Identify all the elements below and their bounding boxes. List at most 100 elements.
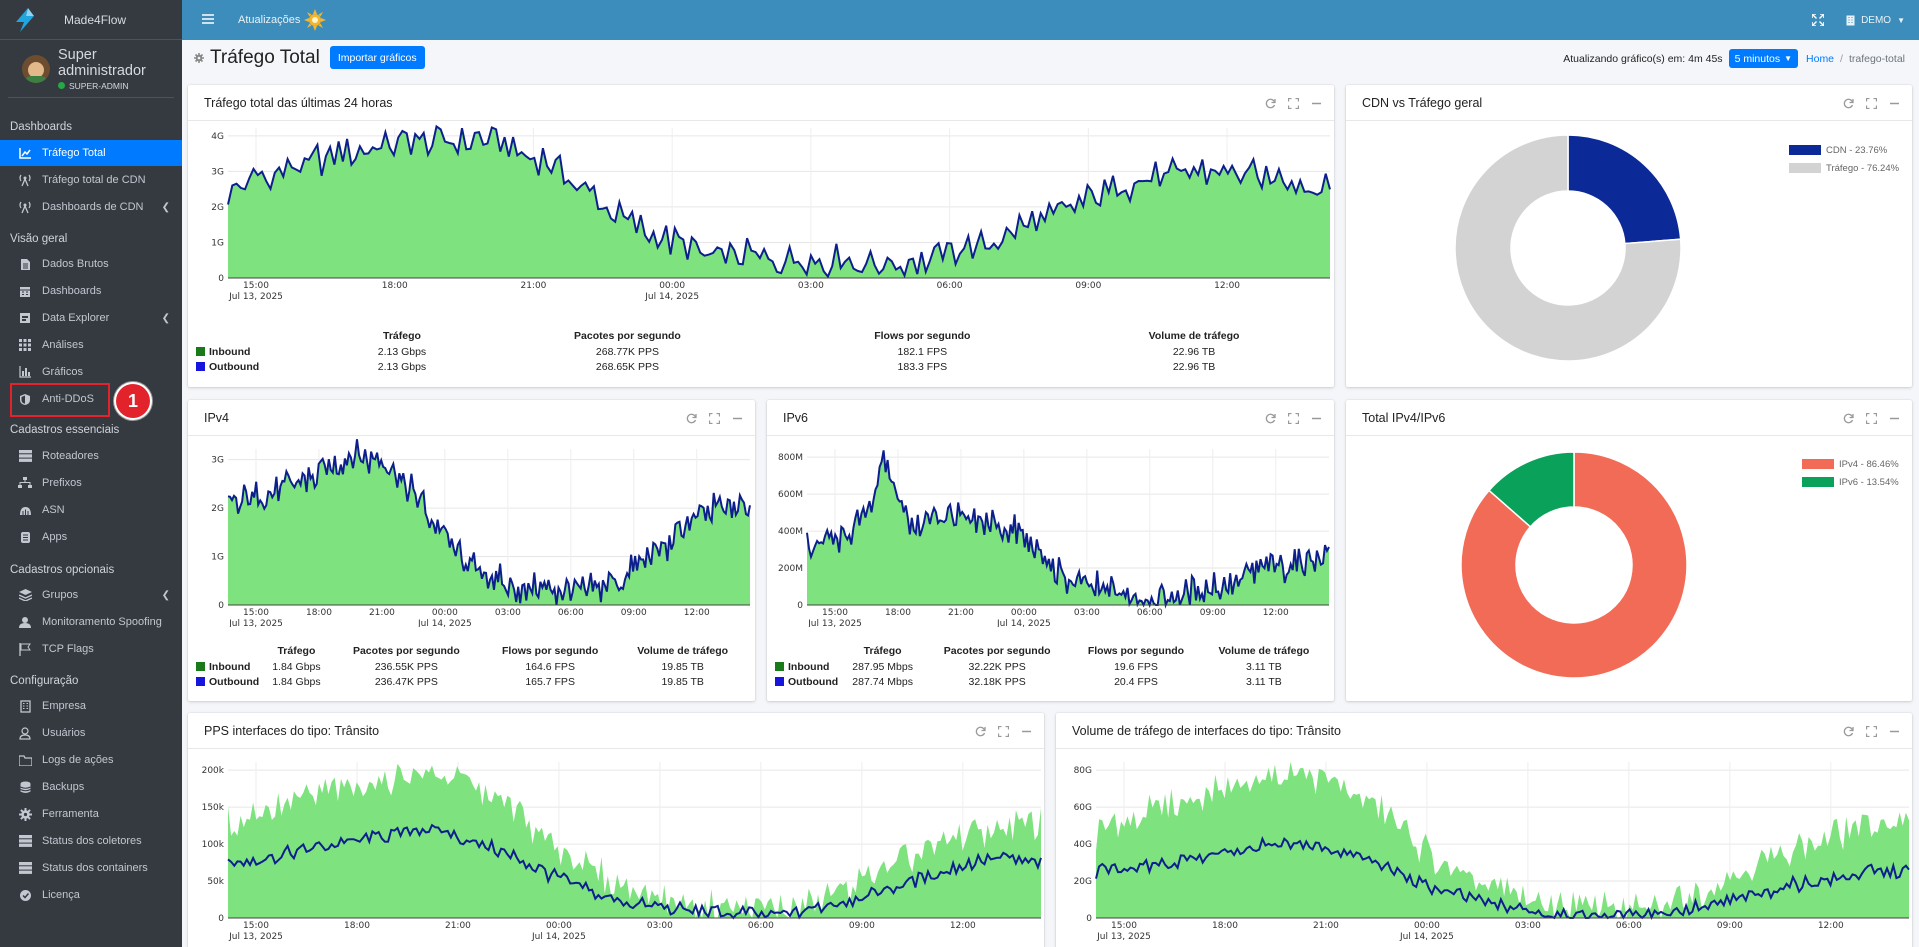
sidebar-item-ferramenta[interactable]: Ferramenta: [0, 801, 182, 827]
sidebar-item-usuarios[interactable]: Usuários: [0, 720, 182, 746]
sidebar-item-monitoramento-spoofing[interactable]: Monitoramento Spoofing: [0, 609, 182, 635]
expand-icon[interactable]: [1287, 412, 1299, 424]
series-label: Inbound: [209, 661, 250, 673]
expand-icon[interactable]: [1865, 97, 1877, 109]
stats-pps: 236.55K PPS: [331, 659, 482, 674]
sidebar-item-apps[interactable]: Apps: [0, 524, 182, 550]
x-tick-label: 12:00: [1263, 608, 1289, 618]
sidebar-item-dashboards-cdn[interactable]: Dashboards de CDN ❮: [0, 194, 182, 220]
legend-item[interactable]: CDN - 23.76%: [1789, 141, 1899, 159]
y-tick-label: 600M: [778, 490, 803, 500]
sidebar-item-status-containers[interactable]: Status dos containers: [0, 855, 182, 881]
y-tick-label: 50k: [207, 877, 224, 887]
sidebar-item-prefixos[interactable]: Prefixos: [0, 470, 182, 496]
sidebar-item-status-coletores[interactable]: Status dos coletores: [0, 828, 182, 854]
legend-item[interactable]: IPv4 - 86.46%: [1802, 455, 1899, 473]
chevron-left-icon: ❮: [162, 313, 170, 324]
y-tick-label: 1G: [211, 553, 224, 563]
stats-row: Inbound 2.13 Gbps 268.77K PPS 182.1 FPS 22.9…: [196, 344, 1326, 359]
legend-item[interactable]: IPv6 - 13.54%: [1802, 473, 1899, 491]
updates-link[interactable]: Atualizações: [238, 9, 326, 31]
refresh-bar: Atualizando gráfico(s) em: 4m 45s 5 minu…: [1563, 49, 1905, 68]
collapse-icon[interactable]: [1020, 725, 1032, 737]
sidebar-item-label: Tráfego Total: [42, 147, 106, 159]
refresh-interval-select[interactable]: 5 minutos ▼: [1729, 49, 1798, 68]
collapse-icon[interactable]: [1310, 412, 1322, 424]
expand-icon[interactable]: [1287, 97, 1299, 109]
sidebar-item-trafego-total[interactable]: Tráfego Total: [0, 140, 182, 166]
refresh-icon[interactable]: [1842, 725, 1854, 737]
stats-ipv4: Tráfego Pacotes por segundo Flows por segu…: [196, 643, 747, 689]
y-tick-label: 200M: [778, 564, 803, 574]
refresh-icon[interactable]: [974, 725, 986, 737]
y-tick-label: 400M: [778, 527, 803, 537]
user-panel[interactable]: Super administrador SUPER-ADMIN: [8, 40, 174, 98]
expand-icon[interactable]: [1865, 725, 1877, 737]
card-cdn-vs-trafego: CDN vs Tráfego geral CDN - 23.76% Tráfeg…: [1346, 85, 1912, 387]
refresh-icon[interactable]: [1264, 412, 1276, 424]
pie-slice[interactable]: [1568, 135, 1681, 244]
menu-toggle-icon[interactable]: [202, 13, 214, 27]
refresh-icon[interactable]: [685, 412, 697, 424]
expand-icon[interactable]: [997, 725, 1009, 737]
org-dropdown[interactable]: DEMO ▼: [1846, 15, 1905, 26]
sidebar-item-logs-acoes[interactable]: Logs de ações: [0, 747, 182, 773]
collapse-icon[interactable]: [1888, 412, 1900, 424]
collapse-icon[interactable]: [1310, 97, 1322, 109]
refresh-icon[interactable]: [1842, 412, 1854, 424]
card-tools: [974, 725, 1032, 737]
server-icon: [18, 861, 32, 875]
collapse-icon[interactable]: [1888, 725, 1900, 737]
y-tick-label: 3G: [211, 456, 224, 466]
legend-item[interactable]: Tráfego - 76.24%: [1789, 159, 1899, 177]
card-tools: [1264, 97, 1322, 109]
broadcast-tower-icon: [18, 173, 32, 187]
y-tick-label: 20G: [1074, 877, 1092, 887]
broadcast-tower-icon: [18, 200, 32, 214]
stats-fps: 20.4 FPS: [1070, 674, 1202, 689]
sidebar-item-graficos[interactable]: Gráficos: [0, 359, 182, 385]
refresh-icon[interactable]: [1842, 97, 1854, 109]
sidebar-item-backups[interactable]: Backups: [0, 774, 182, 800]
chevron-down-icon: ▼: [1784, 54, 1792, 63]
stats-traffic: 287.74 Mbps: [841, 674, 924, 689]
sidebar-item-licenca[interactable]: Licença: [0, 882, 182, 908]
import-charts-button[interactable]: Importar gráficos: [330, 46, 425, 69]
y-tick-label: 60G: [1074, 803, 1092, 813]
legend-ipmix: IPv4 - 86.46% IPv6 - 13.54%: [1802, 455, 1899, 491]
x-tick-label: 00:00: [1011, 608, 1037, 618]
x-tick-label: 15:00: [243, 608, 269, 618]
building-icon: [18, 699, 32, 713]
brand[interactable]: Made4Flow: [0, 0, 182, 40]
expand-icon[interactable]: [1865, 412, 1877, 424]
x-tick-label: 03:00: [1515, 921, 1541, 931]
gear-icon[interactable]: [194, 53, 204, 63]
grid-icon: [18, 338, 32, 352]
sidebar-item-analises[interactable]: Análises: [0, 332, 182, 358]
fullscreen-icon[interactable]: [1812, 14, 1824, 26]
breadcrumb-home[interactable]: Home: [1806, 53, 1834, 65]
x-tick-label: 15:00: [1111, 921, 1137, 931]
x-tick-label: 03:00: [495, 608, 521, 618]
sidebar-item-label: Roteadores: [42, 450, 99, 462]
sidebar-item-empresa[interactable]: Empresa: [0, 693, 182, 719]
x-tick-label: 00:00: [546, 921, 572, 931]
area-tráfego: [228, 126, 1330, 278]
collapse-icon[interactable]: [731, 412, 743, 424]
sidebar-item-tcp-flags[interactable]: TCP Flags: [0, 636, 182, 662]
sidebar-item-grupos[interactable]: Grupos ❮: [0, 582, 182, 608]
x-tick-label: 09:00: [1200, 608, 1226, 618]
sidebar-item-data-explorer[interactable]: Data Explorer ❮: [0, 305, 182, 331]
sidebar-item-dashboards[interactable]: Dashboards: [0, 278, 182, 304]
sidebar-item-roteadores[interactable]: Roteadores: [0, 443, 182, 469]
collapse-icon[interactable]: [1888, 97, 1900, 109]
sidebar-item-dados-brutos[interactable]: Dados Brutos: [0, 251, 182, 277]
refresh-icon[interactable]: [1264, 97, 1276, 109]
sidebar-item-trafego-cdn[interactable]: Tráfego total de CDN: [0, 167, 182, 193]
x-tick-label: 21:00: [520, 281, 546, 291]
calendar-icon: [18, 284, 32, 298]
sidebar-item-label: Dashboards de CDN: [42, 201, 144, 213]
sidebar-item-asn[interactable]: ASN: [0, 497, 182, 523]
sidebar-item-label: Empresa: [42, 700, 86, 712]
expand-icon[interactable]: [708, 412, 720, 424]
